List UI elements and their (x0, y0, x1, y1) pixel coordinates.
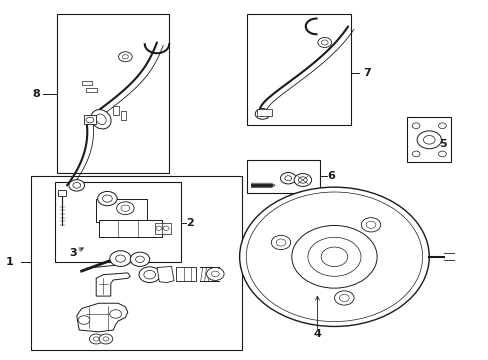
Circle shape (73, 183, 81, 188)
Circle shape (291, 225, 376, 288)
Circle shape (206, 267, 224, 280)
Circle shape (276, 239, 285, 246)
Circle shape (93, 337, 99, 341)
Bar (30, 176, 242, 350)
Circle shape (110, 251, 131, 266)
FancyBboxPatch shape (407, 117, 450, 162)
Circle shape (416, 131, 441, 149)
FancyArrow shape (251, 183, 275, 188)
Bar (58, 190, 66, 196)
Circle shape (280, 172, 295, 184)
Circle shape (411, 123, 419, 129)
Circle shape (110, 310, 121, 318)
Circle shape (423, 135, 434, 144)
Circle shape (99, 334, 113, 344)
Text: 4: 4 (313, 329, 321, 339)
Circle shape (69, 180, 84, 191)
Ellipse shape (96, 114, 106, 125)
Text: 3: 3 (69, 248, 77, 258)
Text: 5: 5 (438, 139, 446, 149)
Circle shape (118, 52, 132, 62)
Polygon shape (157, 266, 174, 283)
Circle shape (411, 151, 419, 157)
Text: 6: 6 (326, 171, 334, 181)
Circle shape (102, 195, 112, 202)
Polygon shape (77, 303, 127, 332)
Bar (120, 111, 126, 120)
Circle shape (293, 174, 311, 186)
Bar (154, 223, 163, 234)
Circle shape (259, 111, 265, 116)
Bar (57, 14, 169, 173)
Bar (99, 220, 162, 237)
Circle shape (298, 177, 306, 183)
Circle shape (211, 271, 219, 277)
Bar (81, 81, 92, 85)
Text: 2: 2 (186, 218, 194, 228)
Polygon shape (176, 267, 196, 281)
Bar (246, 160, 319, 193)
Bar (96, 199, 147, 222)
Ellipse shape (91, 109, 111, 129)
Text: 1: 1 (6, 257, 14, 267)
Circle shape (285, 176, 291, 181)
Text: 8: 8 (33, 89, 40, 99)
Bar (246, 14, 351, 125)
Circle shape (438, 123, 446, 129)
Circle shape (122, 55, 128, 59)
Circle shape (135, 256, 144, 262)
Circle shape (307, 237, 360, 276)
Circle shape (89, 334, 103, 344)
Circle shape (139, 267, 160, 283)
Circle shape (239, 187, 428, 327)
Bar (84, 114, 96, 123)
Circle shape (321, 40, 327, 45)
Circle shape (130, 252, 149, 266)
Polygon shape (96, 273, 130, 296)
Bar (55, 182, 181, 262)
Circle shape (143, 270, 155, 279)
Bar (86, 88, 97, 93)
Circle shape (98, 192, 117, 206)
Circle shape (366, 221, 375, 228)
Circle shape (255, 109, 269, 119)
Circle shape (246, 192, 422, 321)
Circle shape (163, 226, 169, 230)
Bar (113, 106, 119, 114)
Circle shape (78, 316, 90, 324)
Bar (257, 109, 271, 116)
Circle shape (271, 235, 290, 249)
Circle shape (121, 205, 129, 211)
Circle shape (317, 37, 331, 48)
Circle shape (321, 247, 347, 266)
Circle shape (361, 218, 380, 232)
Bar (162, 223, 170, 234)
Circle shape (438, 151, 446, 157)
Circle shape (334, 291, 353, 305)
Circle shape (116, 202, 134, 215)
Circle shape (103, 337, 109, 341)
Circle shape (86, 117, 94, 123)
Circle shape (156, 226, 162, 230)
Text: 7: 7 (363, 68, 370, 78)
Circle shape (116, 255, 125, 262)
Circle shape (339, 294, 348, 302)
